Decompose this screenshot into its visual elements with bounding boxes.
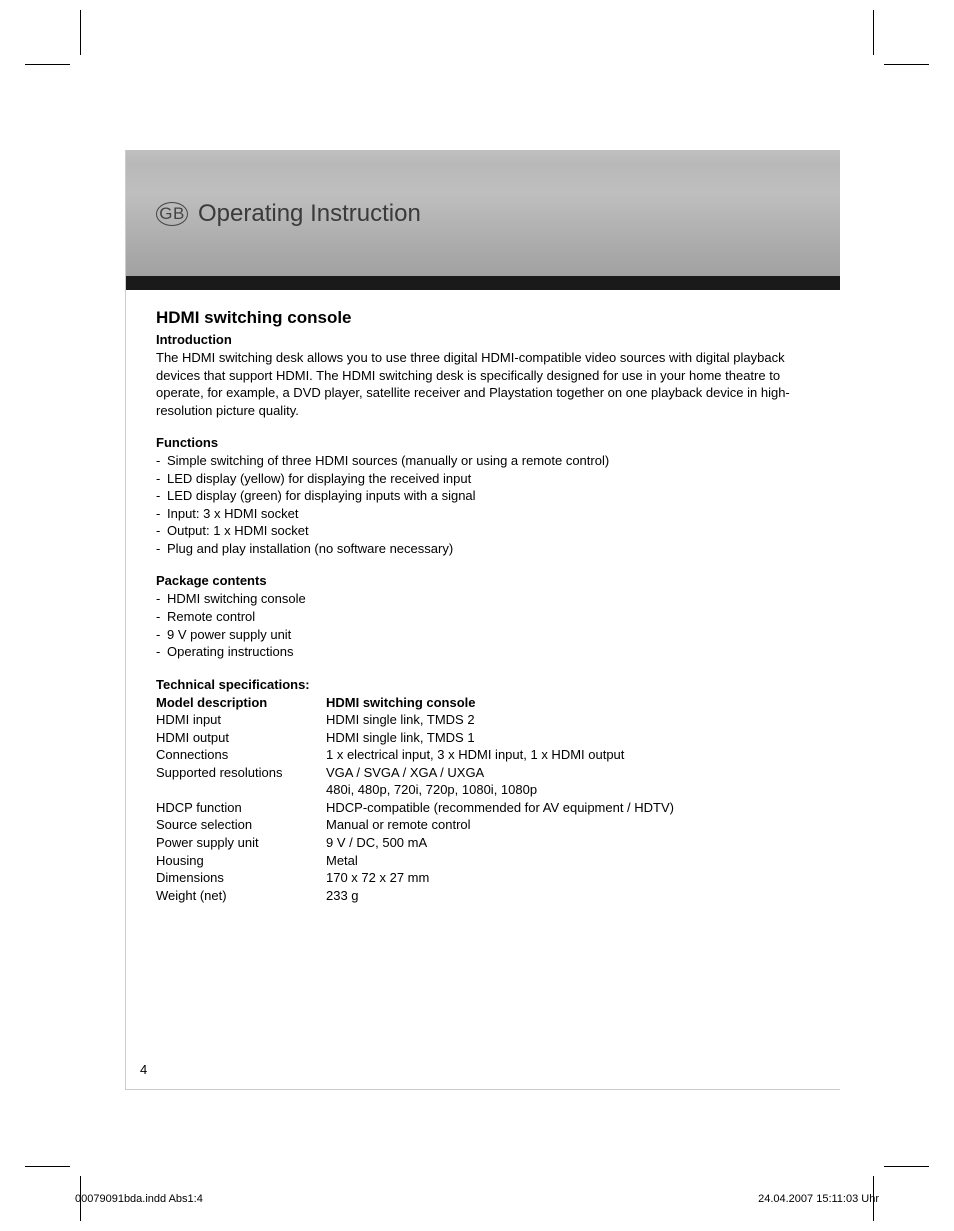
- specs-heading: Technical specifications:: [156, 677, 810, 692]
- spec-row: HDCP function HDCP-compatible (recommend…: [156, 799, 810, 817]
- list-item: HDMI switching console: [156, 590, 810, 608]
- crop-mark: [884, 1166, 929, 1167]
- list-item: 9 V power supply unit: [156, 626, 810, 644]
- spec-row: Power supply unit 9 V / DC, 500 mA: [156, 834, 810, 852]
- header-banner: GB Operating Instruction: [126, 150, 840, 290]
- spec-value: Manual or remote control: [326, 816, 810, 834]
- spec-value: HDMI single link, TMDS 2: [326, 711, 810, 729]
- print-info-right: 24.04.2007 15:11:03 Uhr: [758, 1193, 879, 1205]
- spec-row: Weight (net) 233 g: [156, 887, 810, 905]
- spec-label: Weight (net): [156, 887, 326, 905]
- functions-heading: Functions: [156, 435, 810, 450]
- list-item: Operating instructions: [156, 643, 810, 661]
- list-item: LED display (yellow) for displaying the …: [156, 470, 810, 488]
- spec-row: HDMI output HDMI single link, TMDS 1: [156, 729, 810, 747]
- crop-mark: [873, 10, 874, 55]
- spec-label: HDMI output: [156, 729, 326, 747]
- spec-value: VGA / SVGA / XGA / UXGA: [326, 764, 810, 782]
- spec-label: Source selection: [156, 816, 326, 834]
- intro-text: The HDMI switching desk allows you to us…: [156, 349, 810, 419]
- main-heading: HDMI switching console: [156, 308, 810, 328]
- spec-label: Connections: [156, 746, 326, 764]
- spec-row: Dimensions 170 x 72 x 27 mm: [156, 869, 810, 887]
- spec-label: Model description: [156, 694, 326, 712]
- header-title: Operating Instruction: [198, 200, 421, 228]
- spec-label: Housing: [156, 852, 326, 870]
- spec-value: Metal: [326, 852, 810, 870]
- spec-value: 9 V / DC, 500 mA: [326, 834, 810, 852]
- spec-row: Source selection Manual or remote contro…: [156, 816, 810, 834]
- list-item: LED display (green) for displaying input…: [156, 487, 810, 505]
- list-item: Input: 3 x HDMI socket: [156, 505, 810, 523]
- crop-mark: [25, 1166, 70, 1167]
- content-area: HDMI switching console Introduction The …: [126, 290, 840, 904]
- specs-table: Model description HDMI switching console…: [156, 694, 810, 905]
- spec-row: 480i, 480p, 720i, 720p, 1080i, 1080p: [156, 781, 810, 799]
- crop-mark: [80, 10, 81, 55]
- spec-value: HDMI switching console: [326, 694, 810, 712]
- list-item: Simple switching of three HDMI sources (…: [156, 452, 810, 470]
- spec-row: Housing Metal: [156, 852, 810, 870]
- spec-label: [156, 781, 326, 799]
- spec-value: HDMI single link, TMDS 1: [326, 729, 810, 747]
- package-heading: Package contents: [156, 573, 810, 588]
- spec-row: Connections 1 x electrical input, 3 x HD…: [156, 746, 810, 764]
- spec-label: Power supply unit: [156, 834, 326, 852]
- print-info-left: 00079091bda.indd Abs1:4: [75, 1193, 203, 1205]
- spec-value: 170 x 72 x 27 mm: [326, 869, 810, 887]
- list-item: Plug and play installation (no software …: [156, 540, 810, 558]
- spec-value: 480i, 480p, 720i, 720p, 1080i, 1080p: [326, 781, 810, 799]
- page-container: GB Operating Instruction HDMI switching …: [125, 150, 840, 1090]
- functions-list: Simple switching of three HDMI sources (…: [156, 452, 810, 557]
- spec-label: Supported resolutions: [156, 764, 326, 782]
- country-badge: GB: [156, 202, 188, 226]
- list-item: Remote control: [156, 608, 810, 626]
- package-list: HDMI switching console Remote control 9 …: [156, 590, 810, 660]
- crop-mark: [25, 64, 70, 65]
- spec-value: 1 x electrical input, 3 x HDMI input, 1 …: [326, 746, 810, 764]
- crop-mark: [884, 64, 929, 65]
- header-title-row: GB Operating Instruction: [126, 150, 840, 228]
- spec-value: HDCP-compatible (recommended for AV equi…: [326, 799, 810, 817]
- spec-row: Supported resolutions VGA / SVGA / XGA /…: [156, 764, 810, 782]
- spec-label: Dimensions: [156, 869, 326, 887]
- intro-heading: Introduction: [156, 332, 810, 347]
- spec-row: Model description HDMI switching console: [156, 694, 810, 712]
- spec-label: HDMI input: [156, 711, 326, 729]
- list-item: Output: 1 x HDMI socket: [156, 522, 810, 540]
- spec-row: HDMI input HDMI single link, TMDS 2: [156, 711, 810, 729]
- page-number: 4: [140, 1062, 147, 1077]
- spec-value: 233 g: [326, 887, 810, 905]
- spec-label: HDCP function: [156, 799, 326, 817]
